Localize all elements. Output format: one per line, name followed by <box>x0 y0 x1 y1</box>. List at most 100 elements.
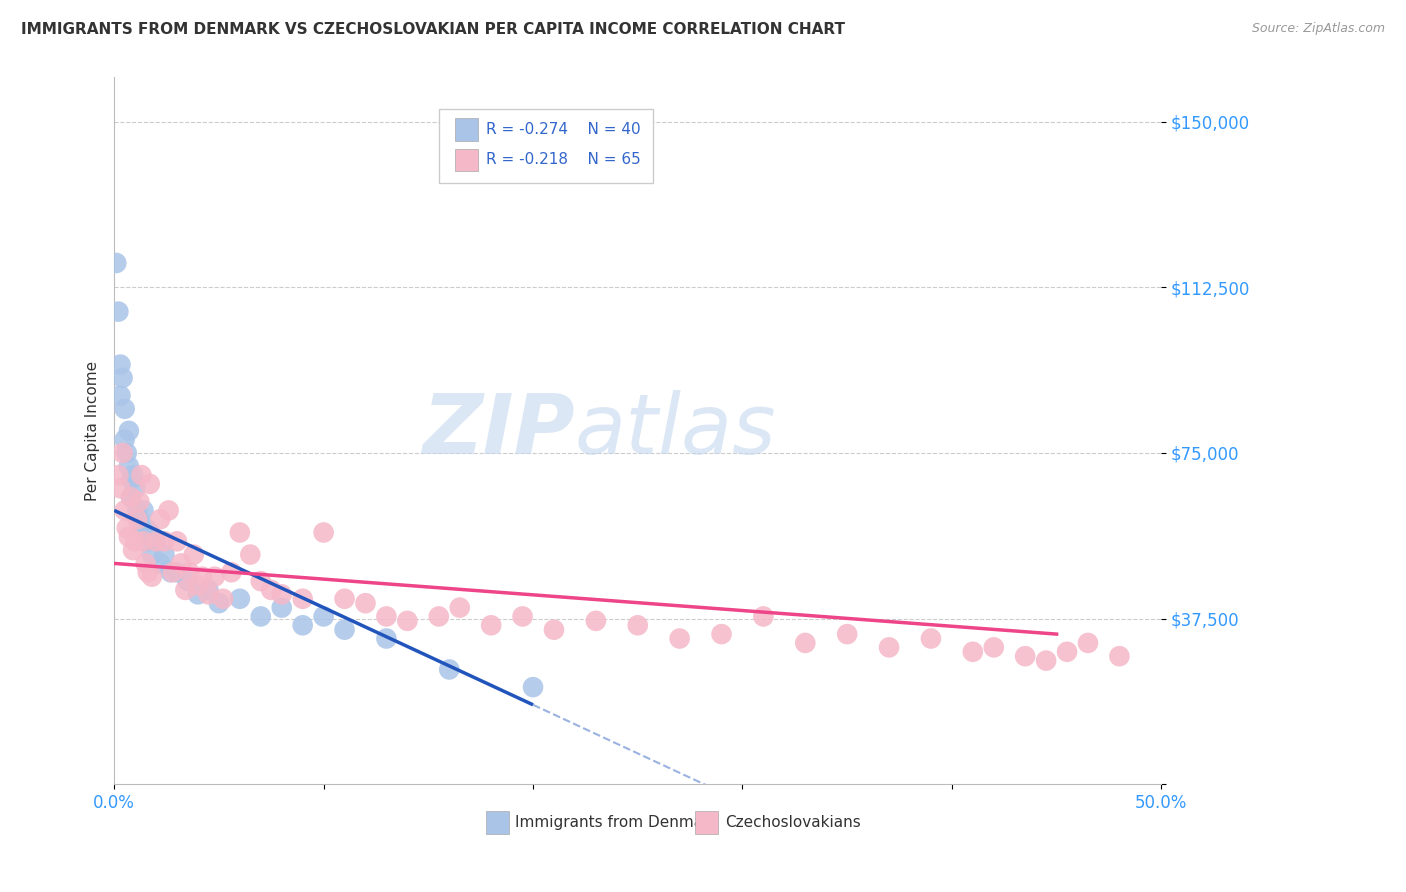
Point <box>204 569 226 583</box>
Point <box>522 680 544 694</box>
Text: atlas: atlas <box>575 391 776 471</box>
Text: Source: ZipAtlas.com: Source: ZipAtlas.com <box>1251 22 1385 36</box>
Point <box>585 614 607 628</box>
Point <box>512 609 534 624</box>
Point <box>291 618 314 632</box>
Point <box>668 632 690 646</box>
Point <box>1014 649 1036 664</box>
Text: Immigrants from Denmark: Immigrants from Denmark <box>515 815 718 830</box>
Point <box>145 534 167 549</box>
Point <box>479 618 502 632</box>
Point <box>179 566 201 580</box>
Point <box>249 574 271 588</box>
Point <box>375 609 398 624</box>
Point <box>105 256 128 270</box>
Point <box>396 614 419 628</box>
Point <box>115 446 138 460</box>
Point <box>229 525 252 540</box>
Point <box>187 578 209 592</box>
Point <box>157 503 180 517</box>
Point <box>239 548 262 562</box>
Point <box>149 512 172 526</box>
Point <box>141 569 163 583</box>
Point <box>249 609 271 624</box>
Point <box>132 503 155 517</box>
Point <box>136 566 159 580</box>
Point <box>962 645 984 659</box>
Point <box>627 618 650 632</box>
Point <box>229 591 252 606</box>
Point <box>260 582 283 597</box>
Point <box>291 591 314 606</box>
Point <box>127 503 149 517</box>
Point <box>174 582 197 597</box>
Point <box>118 424 141 438</box>
Point <box>439 663 461 677</box>
Point <box>149 557 172 571</box>
Point <box>1108 649 1130 664</box>
Text: IMMIGRANTS FROM DENMARK VS CZECHOSLOVAKIAN PER CAPITA INCOME CORRELATION CHART: IMMIGRANTS FROM DENMARK VS CZECHOSLOVAKI… <box>21 22 845 37</box>
Point <box>135 557 157 571</box>
Point <box>111 446 134 460</box>
Point <box>128 512 150 526</box>
Point <box>110 358 132 372</box>
Point <box>114 433 136 447</box>
Point <box>176 574 198 588</box>
Y-axis label: Per Capita Income: Per Capita Income <box>86 361 100 501</box>
Point <box>983 640 1005 655</box>
Point <box>145 534 167 549</box>
Point <box>183 548 205 562</box>
Point <box>132 534 155 549</box>
Point <box>543 623 565 637</box>
Point <box>166 534 188 549</box>
Point <box>197 587 219 601</box>
Point <box>333 591 356 606</box>
Bar <box>486 811 509 834</box>
Point <box>427 609 450 624</box>
Point <box>837 627 859 641</box>
Point <box>221 566 243 580</box>
Point <box>197 582 219 597</box>
Bar <box>696 811 718 834</box>
Point <box>131 468 153 483</box>
Point <box>187 587 209 601</box>
Point <box>312 609 335 624</box>
FancyBboxPatch shape <box>439 109 654 184</box>
Point <box>752 609 775 624</box>
Point <box>120 473 142 487</box>
Point <box>354 596 377 610</box>
Point <box>135 521 157 535</box>
Point <box>212 591 235 606</box>
Point <box>270 600 292 615</box>
Point <box>141 548 163 562</box>
Point <box>128 494 150 508</box>
Point <box>710 627 733 641</box>
Point <box>111 371 134 385</box>
Point <box>312 525 335 540</box>
Text: R = -0.274    N = 40: R = -0.274 N = 40 <box>486 122 641 137</box>
Point <box>122 468 145 483</box>
Point <box>107 304 129 318</box>
Point <box>270 587 292 601</box>
Point <box>118 459 141 474</box>
Point <box>153 534 176 549</box>
Point <box>153 548 176 562</box>
Point <box>449 600 471 615</box>
Point <box>120 490 142 504</box>
Point <box>118 530 141 544</box>
Point <box>375 632 398 646</box>
Point <box>115 521 138 535</box>
Point <box>139 525 162 540</box>
Point <box>162 566 184 580</box>
Point <box>139 476 162 491</box>
Point <box>110 388 132 402</box>
Point <box>1035 654 1057 668</box>
Point <box>794 636 817 650</box>
Point <box>110 481 132 495</box>
Point <box>1077 636 1099 650</box>
Point <box>120 490 142 504</box>
Point <box>107 468 129 483</box>
Bar <box>454 149 478 171</box>
Point <box>114 401 136 416</box>
Point <box>333 623 356 637</box>
